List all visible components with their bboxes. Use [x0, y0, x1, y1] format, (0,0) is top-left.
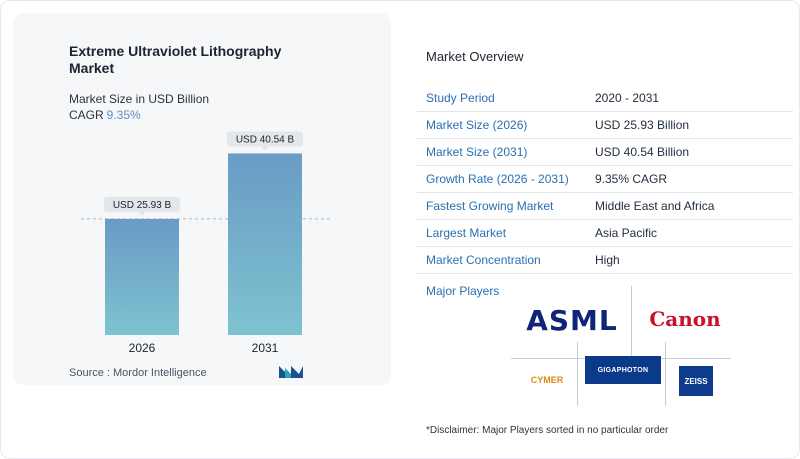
overview-row-label: Largest Market	[426, 226, 507, 240]
overview-row-label: Fastest Growing Market	[426, 199, 554, 213]
overview-row-label: Market Concentration	[426, 253, 541, 267]
overview-row-value: USD 40.54 Billion	[595, 145, 690, 159]
overview-row: Study Period 2020 - 2031	[417, 85, 793, 112]
logo-divider	[577, 342, 578, 406]
overview-row-label: Market Size (2031)	[426, 145, 528, 159]
logo-divider	[631, 286, 632, 358]
bar-chart: USD 25.93 B 2026 USD 40.54 B 2031	[81, 131, 331, 355]
logo-divider	[665, 342, 666, 406]
data-label-background	[104, 196, 180, 212]
gigaphoton-logo: GIGAPHOTON	[585, 356, 661, 384]
data-label-pointer	[261, 146, 269, 151]
overview-row-label: Study Period	[426, 91, 495, 105]
category-label: 2031	[252, 341, 279, 355]
overview-row: Market Size (2031) USD 40.54 Billion	[417, 139, 793, 166]
data-label-pointer	[138, 211, 146, 216]
category-label: 2026	[129, 341, 156, 355]
source-text: Source : Mordor Intelligence	[69, 367, 207, 379]
overview-row-value: High	[595, 253, 620, 267]
overview-table: Study Period 2020 - 2031 Market Size (2026…	[417, 85, 793, 274]
overview-row-label: Market Size (2026)	[426, 118, 528, 132]
chart-title: Extreme Ultraviolet Lithography Market	[69, 43, 282, 76]
bar	[105, 218, 179, 335]
overview-row: Market Concentration High	[417, 247, 793, 274]
asml-logo: ASML	[526, 303, 618, 337]
major-players-logos: ASML Canon CYMER GIGAPHOTON ZEISS	[511, 286, 731, 406]
chart-subtitle: Market Size in USD Billion	[69, 92, 210, 106]
overview-row-value: Asia Pacific	[595, 226, 658, 240]
mordor-logo-icon	[279, 366, 303, 378]
major-players-label: Major Players	[426, 284, 500, 298]
overview-row-label: Growth Rate (2026 - 2031)	[426, 172, 569, 186]
bar	[228, 153, 302, 335]
overview-row: Largest Market Asia Pacific	[417, 220, 793, 247]
data-label-background	[227, 131, 303, 147]
cagr-line: CAGR 9.35%	[69, 108, 141, 122]
overview-row-value: USD 25.93 Billion	[595, 118, 690, 132]
cagr-value: 9.35%	[106, 108, 141, 122]
disclaimer-text: *Disclaimer: Major Players sorted in no …	[426, 425, 669, 436]
overview-row-value: 9.35% CAGR	[595, 172, 668, 186]
canon-logo: Canon	[649, 307, 721, 331]
overview-row: Market Size (2026) USD 25.93 Billion	[417, 112, 793, 139]
overview-row-value: Middle East and Africa	[595, 199, 715, 213]
overview-row: Growth Rate (2026 - 2031) 9.35% CAGR	[417, 166, 793, 193]
data-label: USD 25.93 B	[113, 200, 172, 211]
chart-card	[13, 13, 391, 385]
overview-row: Fastest Growing Market Middle East and Af…	[417, 193, 793, 220]
data-label: USD 40.54 B	[236, 134, 295, 145]
overview-row-value: 2020 - 2031	[595, 91, 660, 105]
cymer-logo: CYMER	[530, 375, 564, 385]
zeiss-logo: ZEISS	[679, 366, 713, 396]
cagr-label: CAGR	[69, 108, 104, 122]
overview-title: Market Overview	[426, 49, 524, 64]
